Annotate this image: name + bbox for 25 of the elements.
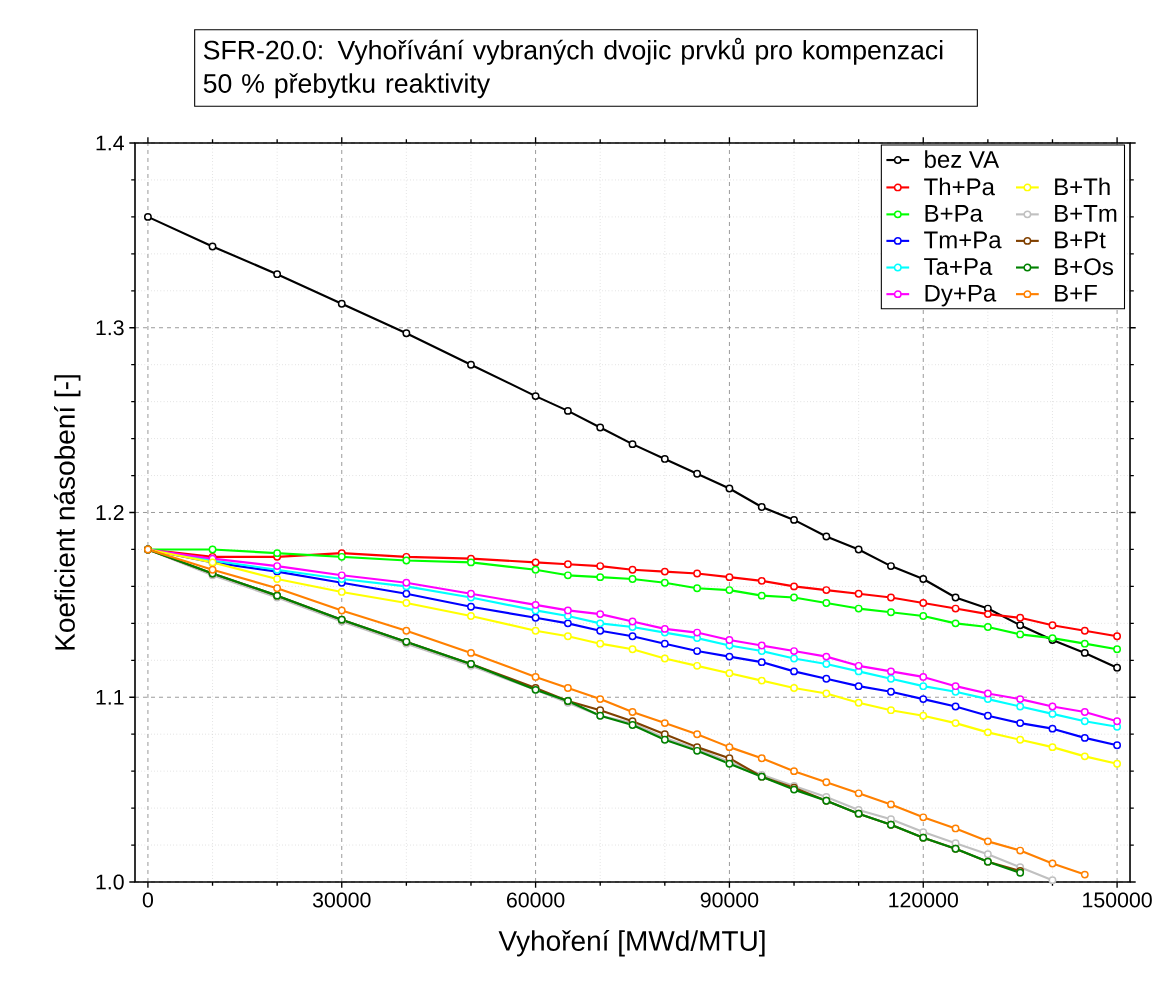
x-tick-label: 0	[142, 892, 154, 908]
x-tick-label: 30000	[312, 892, 371, 908]
legend-label: B+Pa	[925, 205, 983, 222]
legend-label: B+Tm	[1055, 205, 1117, 222]
x-axis-title: Vyhoření [MWd/MTU]	[498, 929, 765, 957]
legend-label: bez VA	[925, 150, 1000, 168]
legend-label: B+Os	[1055, 258, 1113, 276]
x-tick-label: 120000	[889, 892, 958, 908]
legend-label: B+Pt	[1055, 231, 1106, 249]
legend-label: Tm+Pa	[924, 231, 1002, 249]
y-axis-title: Koeficient násobení [-]	[54, 375, 81, 650]
legend-label: Ta+Pa	[924, 258, 993, 276]
y-tick-label: 1.0	[96, 874, 124, 890]
legend-label: Dy+Pa	[925, 284, 997, 307]
y-tick-label: 1.4	[96, 135, 124, 151]
y-tick-label: 1.2	[96, 505, 124, 520]
x-tick-label: 150000	[1083, 892, 1152, 908]
chart-title: SFR-20.0: Vyhořívání vybraných dvojic prvků pro kompenzaci 50 % přebytku reaktivity	[203, 37, 943, 99]
legend-label: B+F	[1055, 284, 1097, 302]
y-tick-label: 1.3	[96, 320, 124, 336]
x-tick-label: 60000	[507, 892, 565, 908]
legend-label: Th+Pa	[924, 177, 995, 196]
x-tick-label: 90000	[700, 892, 759, 908]
y-tick-label: 1.1	[96, 689, 124, 705]
legend-label: B+Th	[1055, 177, 1110, 196]
